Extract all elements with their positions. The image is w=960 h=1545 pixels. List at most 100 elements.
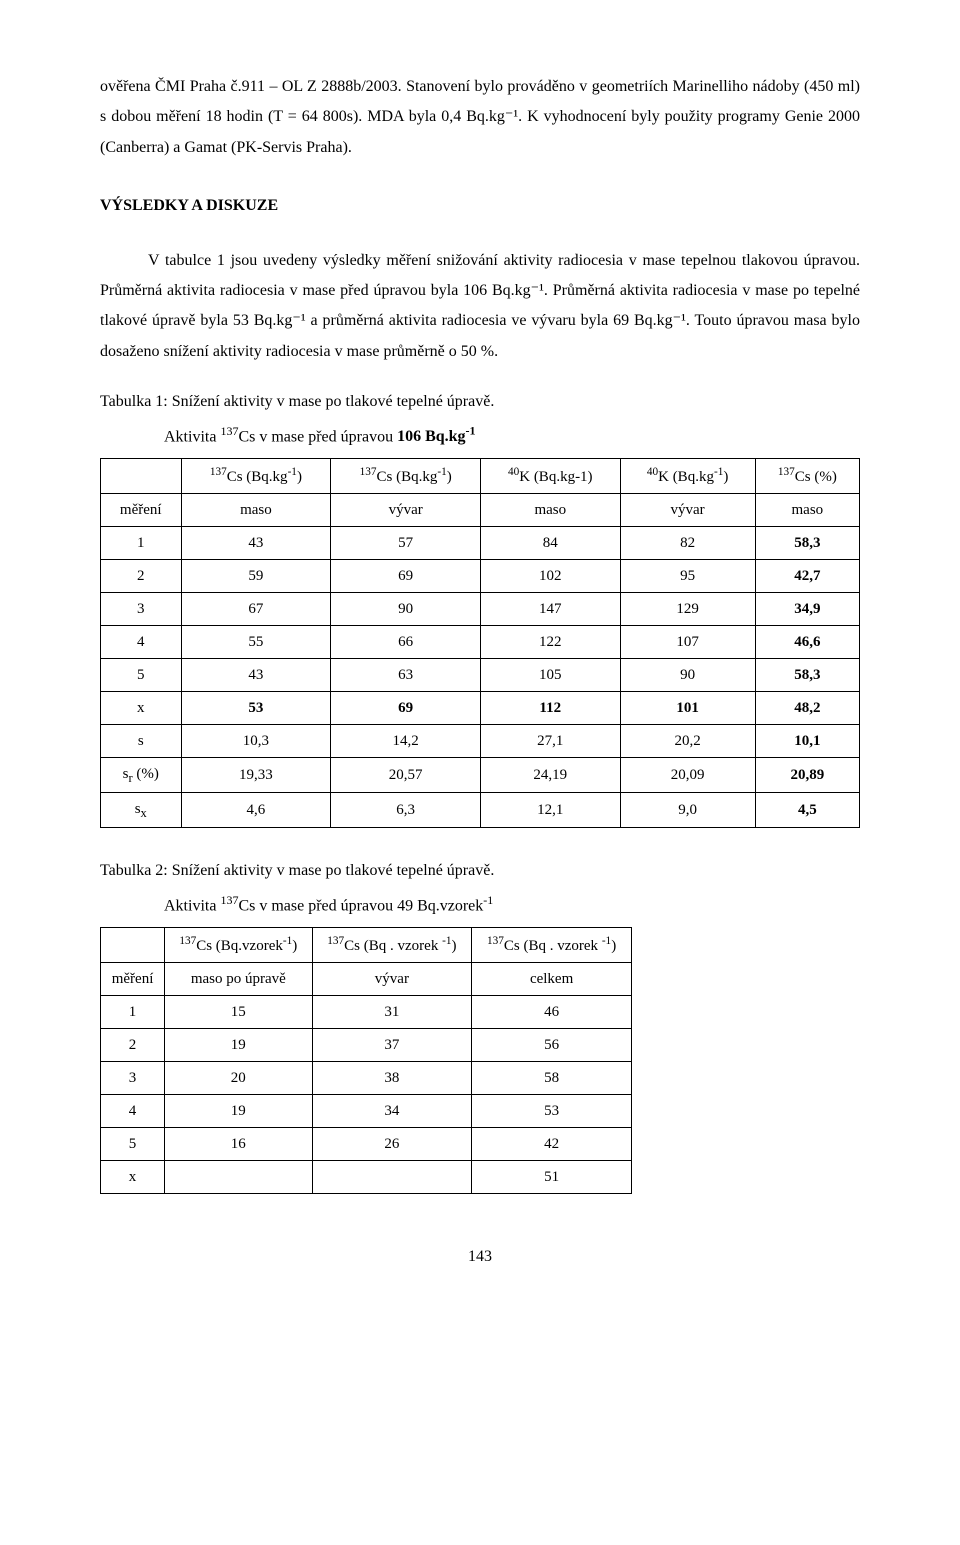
heading-results: VÝSLEDKY A DISKUZE: [100, 191, 860, 221]
table-cell: 59: [181, 560, 331, 593]
table-cell: 3: [101, 1062, 165, 1095]
text: Aktivita: [164, 428, 220, 445]
table-row: 4556612210746,6: [101, 626, 860, 659]
table-row: 3203858: [101, 1062, 632, 1095]
table2-caption: Tabulka 2: Snížení aktivity v mase po tl…: [100, 856, 860, 886]
table-row: 543631059058,3: [101, 659, 860, 692]
table-cell: 27,1: [481, 725, 620, 758]
header-cell: vývar: [312, 963, 472, 996]
table-cell: 66: [331, 626, 481, 659]
table-cell: 129: [620, 593, 755, 626]
table-row: sr (%)19,3320,5724,1920,0920,89: [101, 758, 860, 793]
table-cell: 90: [620, 659, 755, 692]
table-cell: 26: [312, 1128, 472, 1161]
header-cell: 137Cs (Bq.kg-1): [181, 459, 331, 494]
table-cell: 24,19: [481, 758, 620, 793]
table-cell: 43: [181, 527, 331, 560]
superscript: -1: [466, 424, 476, 438]
table-cell: 107: [620, 626, 755, 659]
table-header-row-1: 137Cs (Bq.kg-1) 137Cs (Bq.kg-1) 40K (Bq.…: [101, 459, 860, 494]
header-cell: měření: [101, 963, 165, 996]
table1-caption: Tabulka 1: Snížení aktivity v mase po tl…: [100, 387, 860, 417]
table-cell: 58,3: [755, 527, 859, 560]
table-cell: s: [101, 725, 182, 758]
table-cell: 105: [481, 659, 620, 692]
superscript: -1: [483, 893, 493, 907]
table-header-row-2: měření maso vývar maso vývar maso: [101, 494, 860, 527]
table-cell: 95: [620, 560, 755, 593]
table-row: 2193756: [101, 1029, 632, 1062]
table-cell: 84: [481, 527, 620, 560]
header-cell: maso: [181, 494, 331, 527]
table-cell: 3: [101, 593, 182, 626]
header-cell: 137Cs (Bq.vzorek-1): [165, 928, 312, 963]
table-cell: 69: [331, 560, 481, 593]
table-cell: 48,2: [755, 692, 859, 725]
table-cell: 34,9: [755, 593, 859, 626]
table-cell: 4,6: [181, 793, 331, 828]
table-cell: 14,2: [331, 725, 481, 758]
table-cell: 34: [312, 1095, 472, 1128]
table-cell: 19: [165, 1095, 312, 1128]
table-cell: sx: [101, 793, 182, 828]
paragraph-results: V tabulce 1 jsou uvedeny výsledky měření…: [100, 246, 860, 368]
table-cell: 9,0: [620, 793, 755, 828]
header-cell: 137Cs (%): [755, 459, 859, 494]
table-cell: 51: [472, 1161, 632, 1194]
header-cell: měření: [101, 494, 182, 527]
table-cell: 67: [181, 593, 331, 626]
table-1: 137Cs (Bq.kg-1) 137Cs (Bq.kg-1) 40K (Bq.…: [100, 458, 860, 828]
table-cell: 2: [101, 1029, 165, 1062]
table-cell: 58,3: [755, 659, 859, 692]
table1-subcaption: Aktivita 137Cs v mase před úpravou 106 B…: [164, 420, 860, 453]
table-cell: 55: [181, 626, 331, 659]
table-row: sx4,66,312,19,04,5: [101, 793, 860, 828]
table-cell: 16: [165, 1128, 312, 1161]
table-cell: 147: [481, 593, 620, 626]
table-cell: [165, 1161, 312, 1194]
table-cell: 53: [472, 1095, 632, 1128]
header-cell: vývar: [620, 494, 755, 527]
superscript: 137: [220, 893, 238, 907]
table-row: 3679014712934,9: [101, 593, 860, 626]
table-cell: 90: [331, 593, 481, 626]
table-cell: 6,3: [331, 793, 481, 828]
table-row: 5162642: [101, 1128, 632, 1161]
table-cell: 4,5: [755, 793, 859, 828]
header-cell: 137Cs (Bq.kg-1): [331, 459, 481, 494]
table-cell: 58: [472, 1062, 632, 1095]
table-header-row-1: 137Cs (Bq.vzorek-1) 137Cs (Bq . vzorek -…: [101, 928, 632, 963]
text: Cs v mase před úpravou: [238, 428, 397, 445]
table-row: x 51: [101, 1161, 632, 1194]
table-row: x536911210148,2: [101, 692, 860, 725]
table-cell: 57: [331, 527, 481, 560]
header-cell: 40K (Bq.kg-1): [620, 459, 755, 494]
table-cell: x: [101, 692, 182, 725]
table-cell: 19,33: [181, 758, 331, 793]
table-cell: 5: [101, 1128, 165, 1161]
table-cell: 101: [620, 692, 755, 725]
table-cell: 38: [312, 1062, 472, 1095]
header-cell: [101, 459, 182, 494]
header-cell: [101, 928, 165, 963]
header-cell: celkem: [472, 963, 632, 996]
table-cell: 53: [181, 692, 331, 725]
table-row: 4193453: [101, 1095, 632, 1128]
text: Aktivita: [164, 897, 220, 914]
table-cell: x: [101, 1161, 165, 1194]
table-cell: 10,3: [181, 725, 331, 758]
table-row: s10,314,227,120,210,1: [101, 725, 860, 758]
table-cell: 20,2: [620, 725, 755, 758]
superscript: 137: [220, 424, 238, 438]
table-cell: 31: [312, 996, 472, 1029]
table-cell: sr (%): [101, 758, 182, 793]
table-cell: 82: [620, 527, 755, 560]
header-cell: 40K (Bq.kg-1): [481, 459, 620, 494]
text: Cs v mase před úpravou 49 Bq.vzorek: [238, 897, 483, 914]
table-cell: 10,1: [755, 725, 859, 758]
table-cell: 19: [165, 1029, 312, 1062]
table-cell: 122: [481, 626, 620, 659]
table-cell: 63: [331, 659, 481, 692]
table-cell: [312, 1161, 472, 1194]
paragraph-methods: ověřena ČMI Praha č.911 – OL Z 2888b/200…: [100, 72, 860, 163]
